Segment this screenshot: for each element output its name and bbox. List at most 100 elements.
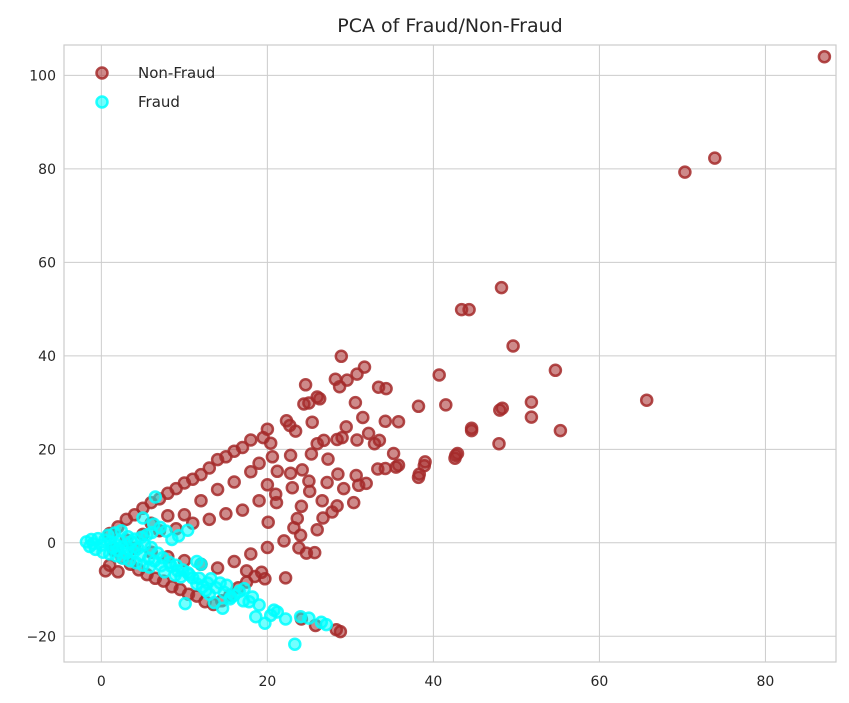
data-point <box>678 165 692 179</box>
data-point <box>252 493 266 508</box>
chart-title: PCA of Fraud/Non-Fraud <box>337 15 562 37</box>
data-point <box>346 495 361 510</box>
data-point <box>194 467 208 482</box>
data-point <box>462 302 476 317</box>
data-point <box>372 433 387 448</box>
data-point <box>227 588 241 602</box>
data-point <box>294 499 309 514</box>
data-point <box>411 399 426 414</box>
data-point <box>270 464 285 479</box>
data-point <box>283 466 298 480</box>
data-point <box>350 433 364 447</box>
data-point <box>177 508 192 522</box>
data-point <box>235 440 250 455</box>
data-point <box>319 617 334 632</box>
legend-marker <box>95 66 109 80</box>
data-point <box>249 609 263 624</box>
data-point <box>432 368 446 382</box>
y-tick-label: 60 <box>38 255 56 271</box>
data-point <box>245 590 260 604</box>
data-point <box>159 524 173 538</box>
data-point <box>194 557 208 572</box>
data-point <box>524 395 539 409</box>
data-point <box>379 381 393 396</box>
data-point <box>268 487 283 501</box>
data-point <box>293 609 308 624</box>
legend-label: Fraud <box>138 93 180 111</box>
data-point <box>316 511 330 525</box>
data-point <box>330 432 344 447</box>
data-point <box>277 534 291 548</box>
data-point <box>304 447 319 461</box>
y-tick-label: 80 <box>38 162 56 178</box>
data-point <box>288 424 303 438</box>
data-point <box>161 508 175 523</box>
data-point <box>439 398 453 412</box>
data-point <box>210 482 225 497</box>
data-point <box>553 423 568 438</box>
x-tick-label: 20 <box>258 674 276 690</box>
data-point <box>210 561 225 575</box>
data-point <box>361 426 376 441</box>
legend-marker <box>95 95 109 109</box>
data-point <box>119 546 134 560</box>
data-point <box>350 367 364 381</box>
data-point <box>106 540 120 555</box>
data-point <box>256 430 270 445</box>
data-point <box>124 535 138 549</box>
data-point <box>320 475 334 490</box>
x-tick-label: 80 <box>757 674 775 690</box>
data-point <box>297 397 311 411</box>
data-point <box>258 616 272 630</box>
data-point <box>260 540 275 555</box>
data-point <box>639 393 654 407</box>
y-axis-tick-labels: −20 0 20 40 60 80 100 <box>26 68 56 645</box>
data-point <box>464 421 479 436</box>
y-tick-label: 100 <box>29 68 56 84</box>
data-point <box>371 462 385 476</box>
data-point <box>548 363 563 378</box>
data-point <box>142 560 157 574</box>
data-point <box>312 392 327 406</box>
scatter-points <box>79 49 832 651</box>
data-point <box>295 463 309 477</box>
data-point <box>252 456 266 471</box>
data-point <box>270 605 285 619</box>
data-point <box>492 436 506 451</box>
data-point <box>202 512 217 527</box>
data-point <box>418 455 432 469</box>
data-point <box>315 493 329 508</box>
data-point <box>86 536 100 551</box>
legend: Non-Fraud Fraud <box>95 64 215 111</box>
data-point <box>334 349 349 364</box>
data-point <box>495 401 510 415</box>
data-point <box>285 480 300 495</box>
data-point <box>506 339 520 353</box>
data-point <box>178 596 192 611</box>
data-point <box>293 528 308 543</box>
data-point <box>219 507 233 521</box>
legend-label: Non-Fraud <box>138 64 215 82</box>
data-point <box>411 470 426 485</box>
x-tick-label: 40 <box>424 674 442 690</box>
data-point <box>348 395 363 410</box>
data-point <box>524 410 539 424</box>
data-point <box>148 490 163 504</box>
data-point <box>310 436 324 451</box>
data-point <box>227 475 241 489</box>
x-tick-label: 60 <box>591 674 609 690</box>
data-point <box>386 446 401 461</box>
data-point <box>111 565 125 579</box>
data-point <box>310 522 324 537</box>
data-point <box>278 612 293 626</box>
grid-lines <box>64 45 836 662</box>
y-tick-label: 20 <box>38 442 56 458</box>
data-point <box>248 569 262 584</box>
data-point <box>391 458 406 472</box>
data-point <box>136 511 150 525</box>
data-point <box>328 372 343 386</box>
data-point <box>283 448 298 463</box>
data-point <box>356 410 370 425</box>
data-point <box>449 448 463 463</box>
